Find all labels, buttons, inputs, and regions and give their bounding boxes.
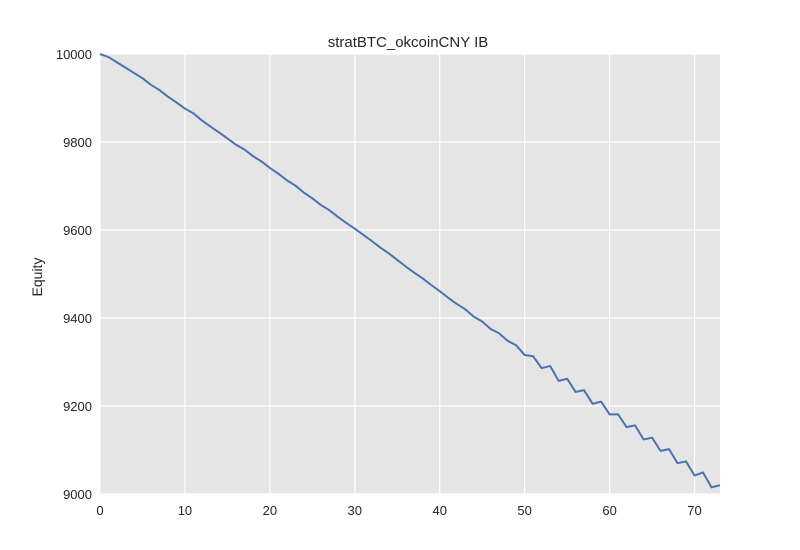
- x-tick-label: 40: [432, 503, 446, 518]
- plot-background: [100, 54, 720, 494]
- x-tick-label: 70: [687, 503, 701, 518]
- y-tick-label: 9400: [63, 311, 92, 326]
- y-tick-label: 9200: [63, 399, 92, 414]
- y-tick-label: 9000: [63, 487, 92, 502]
- y-tick-label: 9600: [63, 223, 92, 238]
- y-axis-label: Equity: [29, 258, 45, 297]
- x-tick-label: 20: [263, 503, 277, 518]
- y-tick-label: 10000: [56, 47, 92, 62]
- tick-labels: 0 10 20 30 40 50 60 70 9000 9200 9400 9600 9800 10000: [56, 47, 702, 518]
- equity-series-line: [99, 53, 721, 489]
- x-tick-label: 60: [602, 503, 616, 518]
- x-tick-label: 50: [517, 503, 531, 518]
- chart-title: stratBTC_okcoinCNY IB: [328, 34, 489, 51]
- y-tick-label: 9800: [63, 135, 92, 150]
- x-tick-label: 10: [178, 503, 192, 518]
- grid-lines: [99, 53, 720, 495]
- x-tick-label: 0: [96, 503, 103, 518]
- series-layer: [99, 53, 721, 489]
- x-tick-label: 30: [348, 503, 362, 518]
